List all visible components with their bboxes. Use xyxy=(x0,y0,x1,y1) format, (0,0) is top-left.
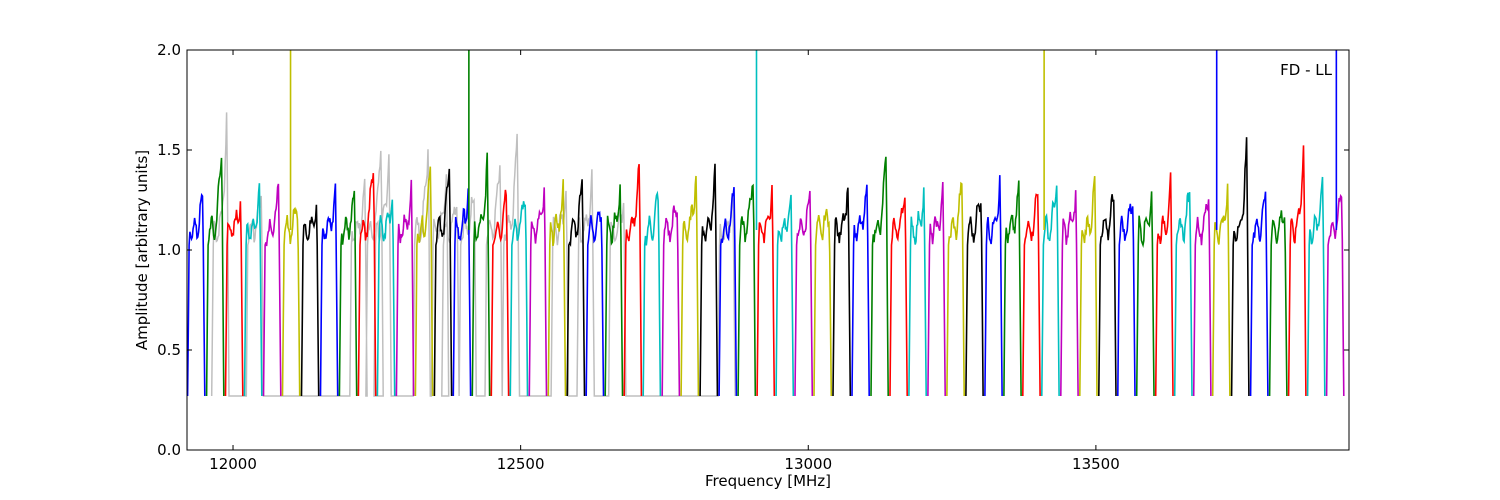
channel-line-18 xyxy=(528,187,548,397)
channel-line-38 xyxy=(908,187,927,397)
x-tick-label-0: 12000 xyxy=(209,455,257,473)
y-tick-label-2: 1.0 xyxy=(157,241,181,259)
channel-line-31 xyxy=(775,194,795,397)
channel-line-29 xyxy=(737,183,757,397)
channel-line-37 xyxy=(889,197,908,397)
channel-line-5 xyxy=(281,206,301,397)
channel-line-28 xyxy=(718,187,738,397)
channel-line-0 xyxy=(187,192,206,397)
y-axis-label: Amplitude [arbitrary units] xyxy=(133,150,151,350)
channel-line-7 xyxy=(319,183,339,397)
channel-line-22 xyxy=(604,184,624,397)
channel-line-47 xyxy=(1079,176,1098,397)
channel-line-25 xyxy=(661,205,681,397)
channel-line-21 xyxy=(585,210,605,397)
channel-line-27 xyxy=(699,163,719,397)
channel-line-32 xyxy=(794,190,814,397)
channel-line-45 xyxy=(1041,185,1060,397)
channel-line-46 xyxy=(1060,190,1079,397)
x-axis-label: Frequency [MHz] xyxy=(705,472,831,490)
channel-line-48 xyxy=(1098,194,1117,397)
channel-line-34 xyxy=(832,187,852,397)
ticks-layer: 12000 12500 13000 13500 0.0 0.5 1.0 1.5 2.0 xyxy=(157,41,1349,473)
channel-line-11 xyxy=(395,179,415,397)
channel-line-51 xyxy=(1154,172,1174,397)
channel-line-36 xyxy=(870,156,889,397)
x-tick-label-1: 12500 xyxy=(497,455,545,473)
channel-line-43 xyxy=(1003,180,1022,397)
channel-line-60 xyxy=(1325,193,1345,397)
channel-line-14 xyxy=(452,188,472,397)
channel-line-16 xyxy=(490,189,510,397)
channel-line-54 xyxy=(1211,183,1231,397)
channel-line-26 xyxy=(680,175,700,397)
y-tick-label-3: 1.5 xyxy=(157,141,181,159)
y-tick-label-4: 2.0 xyxy=(157,41,181,59)
channel-line-15 xyxy=(471,152,491,397)
channel-line-23 xyxy=(623,163,643,397)
x-tick-label-2: 13000 xyxy=(784,455,832,473)
channel-line-3 xyxy=(243,183,263,397)
channel-line-57 xyxy=(1268,210,1288,397)
channel-line-59 xyxy=(1306,176,1326,397)
channel-line-8 xyxy=(338,190,358,397)
channel-line-58 xyxy=(1287,145,1307,397)
channel-line-20 xyxy=(566,179,586,397)
annotation-label: FD - LL xyxy=(1280,61,1332,79)
channel-line-42 xyxy=(984,175,1003,397)
channel-line-4 xyxy=(262,183,282,397)
channel-line-39 xyxy=(927,181,946,397)
channel-line-50 xyxy=(1135,191,1155,397)
channel-line-56 xyxy=(1249,191,1269,397)
channel-line-44 xyxy=(1022,193,1041,397)
channel-line-40 xyxy=(946,181,965,397)
channel-line-55 xyxy=(1230,137,1250,397)
channel-line-17 xyxy=(509,201,529,397)
channel-line-19 xyxy=(547,179,567,397)
channel-line-10 xyxy=(376,199,396,397)
channel-line-49 xyxy=(1117,203,1136,397)
channel-line-6 xyxy=(300,204,320,397)
channel-line-41 xyxy=(965,202,984,397)
channel-line-9 xyxy=(357,173,377,397)
channel-line-33 xyxy=(813,208,833,397)
y-tick-label-1: 0.5 xyxy=(157,341,181,359)
channel-line-30 xyxy=(756,184,776,397)
channel-line-2 xyxy=(224,201,244,397)
y-tick-label-0: 0.0 xyxy=(157,441,181,459)
channel-line-24 xyxy=(642,190,662,397)
series-layer xyxy=(187,50,1345,397)
channel-line-35 xyxy=(851,184,870,397)
channel-line-53 xyxy=(1192,199,1212,397)
channel-line-13 xyxy=(433,168,453,397)
x-tick-label-3: 13500 xyxy=(1072,455,1120,473)
channel-line-52 xyxy=(1173,192,1193,397)
channel-line-1 xyxy=(205,157,225,397)
channel-line-12 xyxy=(414,166,434,397)
